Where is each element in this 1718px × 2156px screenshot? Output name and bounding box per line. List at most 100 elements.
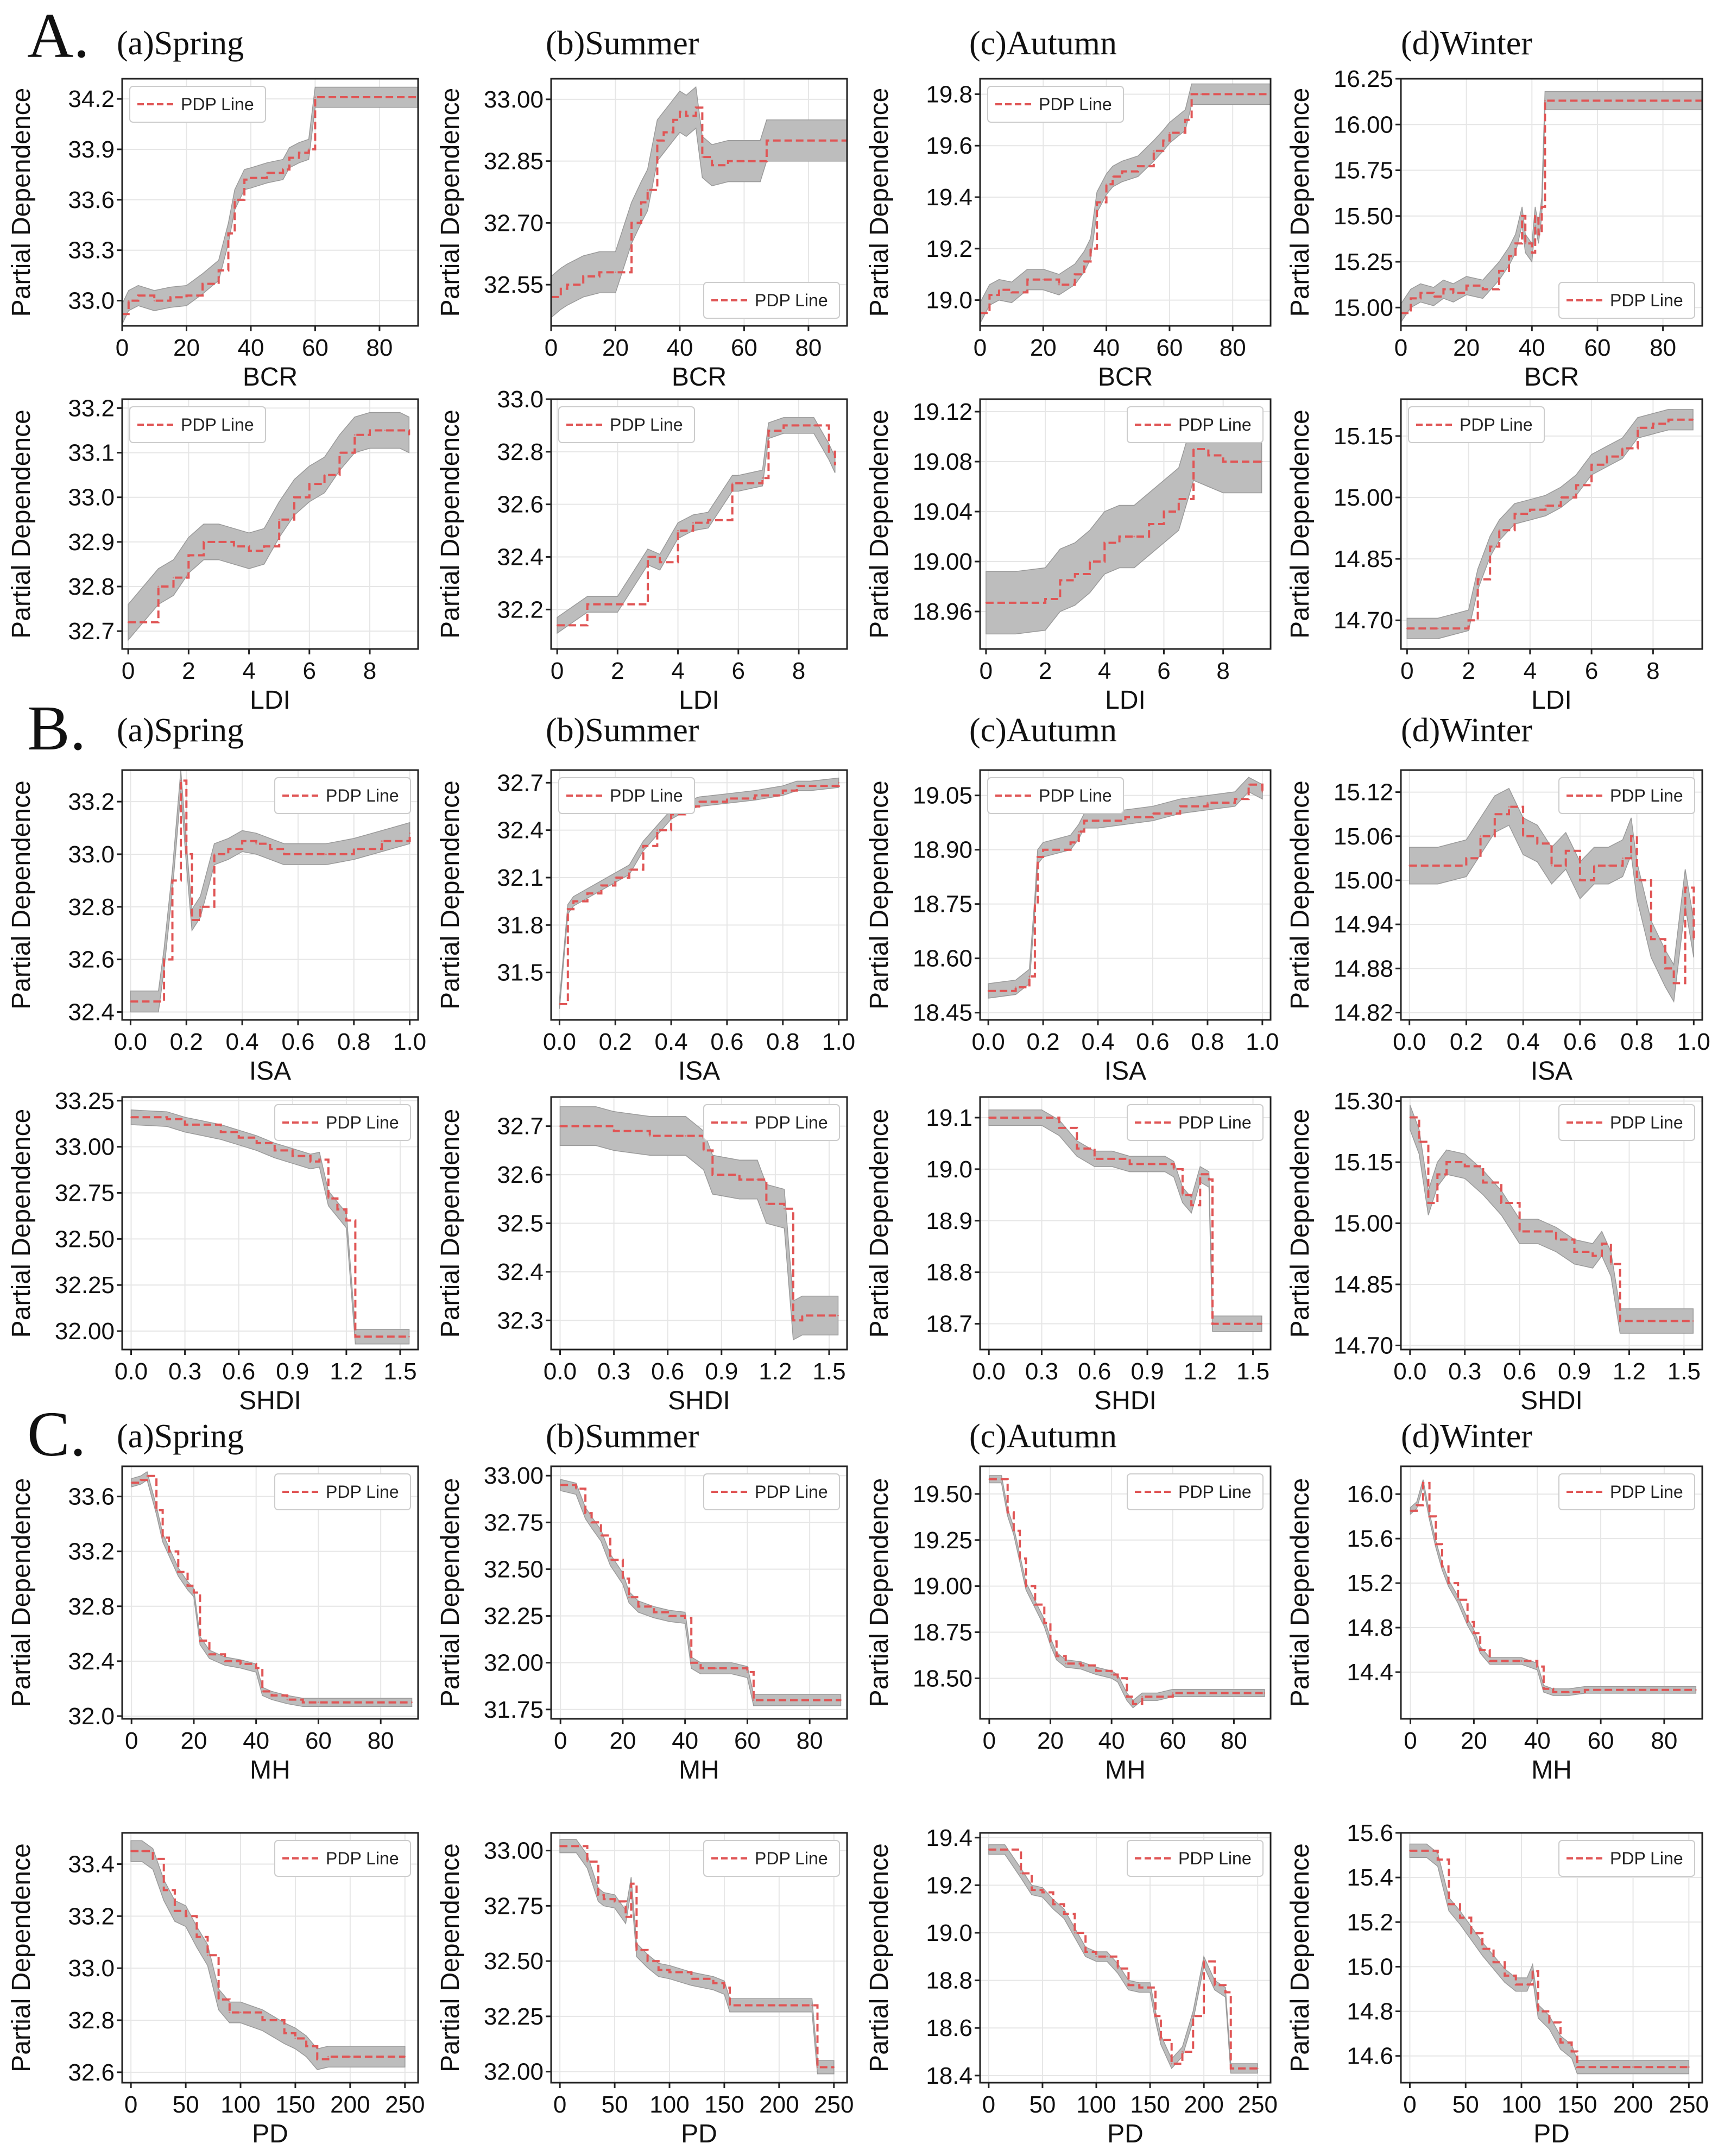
data-point [1590,464,1593,466]
legend-box [1127,1104,1264,1141]
x-tick-label: 0 [124,2091,137,2118]
pdp-line [1407,418,1693,630]
data-point [1630,835,1632,837]
data-point [199,906,201,908]
x-tick-label: 250 [1238,2091,1278,2118]
data-point [1070,841,1072,843]
x-axis-label: ISA [678,1057,720,1086]
data-point [1410,297,1412,299]
x-axis-label: MH [1105,1756,1146,1785]
x-axis-label: ISA [249,1057,291,1086]
x-tick-label: 200 [759,2091,799,2118]
chart-B3-autumn-ISA: 0.0 0.2 0.4 0.6 0.8 1.0 18.45 18.60 18.75 18.90 19… [865,769,1279,1086]
data-point [255,1667,257,1669]
y-tick-label: 15.15 [1334,1149,1393,1176]
data-point [761,477,763,479]
legend-label: PDP Line [1039,786,1112,805]
pdp-line [1410,1849,1689,2069]
data-point [1127,1984,1129,1986]
y-tick-label: 32.00 [55,1318,115,1345]
data-point [987,990,989,992]
legend-label: PDP Line [326,1113,399,1132]
data-point [1522,835,1524,837]
x-tick-label: 20 [1030,335,1057,361]
data-point [656,140,658,142]
data-point [613,1130,615,1132]
y-tick-label: 32.8 [68,1593,115,1620]
y-axis-label: Partial Dependence [436,409,465,639]
data-point [302,1701,304,1704]
data-point [601,885,603,887]
data-point [169,296,172,298]
panel-title-2-4: (d)Winter [1401,712,1532,749]
y-tick-label: 32.6 [497,1162,544,1188]
data-point [146,1475,148,1477]
data-point [185,294,187,297]
y-tick-label: 14.8 [1347,1999,1393,2025]
data-point [206,1954,209,1956]
data-point [1515,1983,1517,1985]
data-point [1042,279,1044,281]
y-tick-label: 18.9 [926,1208,972,1234]
x-tick-label: 40 [672,1728,698,1754]
data-point [1065,1662,1067,1665]
legend-box [703,1104,840,1141]
data-point [1601,1243,1603,1245]
data-point [1607,865,1609,867]
pdp-line [557,424,836,627]
chart-B5-spring-SHDI: 0.0 0.3 0.6 0.9 1.2 1.5 32.00 32.25 32.50 32.75 33… [7,1088,419,1415]
data-point [1095,1670,1097,1672]
x-tick-label: 200 [1184,2091,1223,2118]
data-point [354,1335,356,1338]
chart-C3-autumn-MH: 0 20 40 60 80 18.50 18.75 19.00 19.25 19.50 MH Part… [865,1465,1272,1785]
pdp-line [1410,1482,1696,1693]
data-point [1664,967,1666,969]
data-point [778,2004,780,2007]
data-point [817,2066,818,2069]
data-point [238,1137,240,1139]
panel-title-2-3: (c)Autumn [969,712,1117,749]
data-point [792,1319,794,1321]
data-point [1619,1320,1621,1322]
data-point [269,848,271,850]
chart-C7-autumn-PD: 0 50 100 150 200 250 18.4 18.6 18.8 19.0 19.2 19.4 P… [865,1825,1278,2148]
panel-title-1-4: (d)Winter [1401,25,1532,62]
y-tick-label: 19.25 [913,1527,972,1554]
data-point [558,1003,560,1005]
x-tick-label: 40 [1098,1728,1125,1754]
data-point [1129,1163,1131,1165]
data-point [586,892,589,894]
data-point [263,545,265,547]
data-point [1056,1655,1058,1657]
data-point [685,115,687,117]
y-tick-label: 19.05 [913,783,972,809]
y-tick-label: 15.2 [1347,1570,1393,1597]
data-point [233,545,235,547]
y-tick-label: 32.4 [497,817,544,844]
y-tick-label: 33.0 [68,484,115,511]
data-point [239,2012,242,2014]
data-point [1481,1948,1483,1950]
x-axis-label: MH [1531,1756,1572,1785]
x-tick-label: 80 [1220,335,1246,361]
data-point [1536,842,1538,844]
y-tick-label: 15.30 [1334,1088,1393,1115]
data-point [711,164,713,166]
plot-frame [979,1832,1272,2084]
data-point [294,2038,296,2040]
data-point [1489,545,1491,547]
data-point [1084,1951,1087,1953]
x-tick-label: 250 [385,2091,425,2118]
data-point [1089,560,1091,563]
y-tick-label: 14.6 [1347,2043,1393,2070]
data-point [1559,496,1562,499]
x-tick-label: 0 [1404,1728,1417,1754]
data-point [266,172,268,174]
panel-title-3-2: (b)Summer [546,1418,699,1455]
data-point [141,1850,143,1852]
y-tick-label: 33.00 [484,1838,544,1864]
y-tick-label: 33.0 [497,386,544,413]
legend-box [703,282,840,319]
x-tick-label: 0.0 [972,1029,1005,1055]
data-point [1028,975,1031,978]
